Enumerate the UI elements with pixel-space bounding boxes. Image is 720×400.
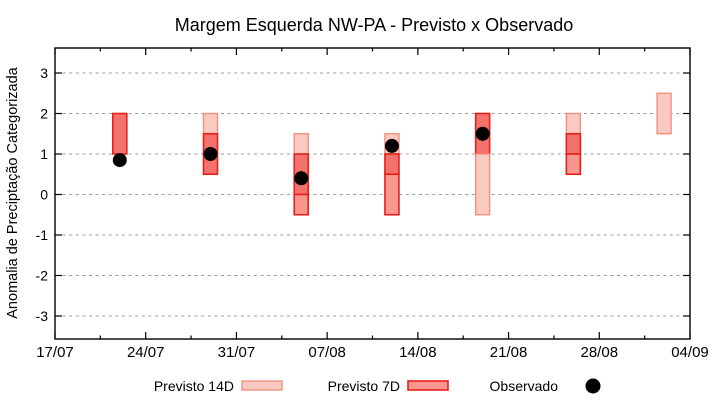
plot-border xyxy=(54,47,691,340)
x-tick-label: 17/07 xyxy=(36,344,74,361)
y-tick-labels: 3 2 1 0 -1 -2 -3 xyxy=(36,65,49,324)
y-tick-label: 1 xyxy=(40,146,48,162)
bar-segment-mid xyxy=(384,173,400,216)
bar-segment-light xyxy=(293,133,309,155)
x-tick-label: 21/08 xyxy=(490,344,528,361)
legend-label-previsto-7d: Previsto 7D xyxy=(328,378,400,394)
legend: Previsto 14D Previsto 7D Observado xyxy=(154,378,601,394)
x-tick-labels: 17/07 24/07 31/07 07/08 14/08 21/08 28/08 04/09 xyxy=(36,344,709,361)
x-tick-label: 14/08 xyxy=(399,344,437,361)
gridlines xyxy=(56,72,689,317)
y-tick-label: -1 xyxy=(36,227,49,243)
observed-dot xyxy=(112,153,127,168)
y-tick-label: 0 xyxy=(40,187,48,203)
y-tick-label: 2 xyxy=(40,106,48,122)
bar-segment-light xyxy=(656,92,672,135)
legend-label-observado: Observado xyxy=(490,378,559,394)
y-tick-label: -2 xyxy=(36,268,49,284)
chart-title: Margem Esquerda NW-PA - Previsto x Obser… xyxy=(175,15,573,35)
bar-segment-light xyxy=(474,153,491,216)
bar-segment-dark xyxy=(565,132,582,155)
legend-swatch-previsto-14d xyxy=(241,380,283,391)
x-tick-label: 07/08 xyxy=(308,344,346,361)
observed-dot xyxy=(384,138,399,153)
y-tick-label: 3 xyxy=(40,65,48,81)
y-tick-label: -3 xyxy=(36,308,49,324)
x-tick-label: 24/07 xyxy=(127,344,165,361)
legend-dot-observado xyxy=(585,378,601,394)
legend-swatch-previsto-7d xyxy=(407,380,449,391)
plot-frame xyxy=(54,47,691,340)
observed-dot xyxy=(475,126,490,141)
x-tick-label: 04/09 xyxy=(671,344,709,361)
x-tick-label: 31/07 xyxy=(218,344,256,361)
bar-segment-dark xyxy=(384,153,400,176)
bar-segment-dark xyxy=(111,112,128,155)
observed-dot xyxy=(203,147,218,161)
forecast-bars xyxy=(111,92,672,216)
bar-segment-mid xyxy=(293,193,310,216)
bar-segment-light xyxy=(202,112,219,135)
x-tick-label: 28/08 xyxy=(581,344,619,361)
observed-dots xyxy=(112,126,490,186)
bar-segment-mid xyxy=(565,153,582,176)
bar-segment-light xyxy=(565,112,582,135)
observed-dot xyxy=(294,171,309,186)
legend-label-previsto-14d: Previsto 14D xyxy=(154,378,234,394)
y-axis-label: Anomalia de Preciptação Categorizada xyxy=(5,66,21,318)
